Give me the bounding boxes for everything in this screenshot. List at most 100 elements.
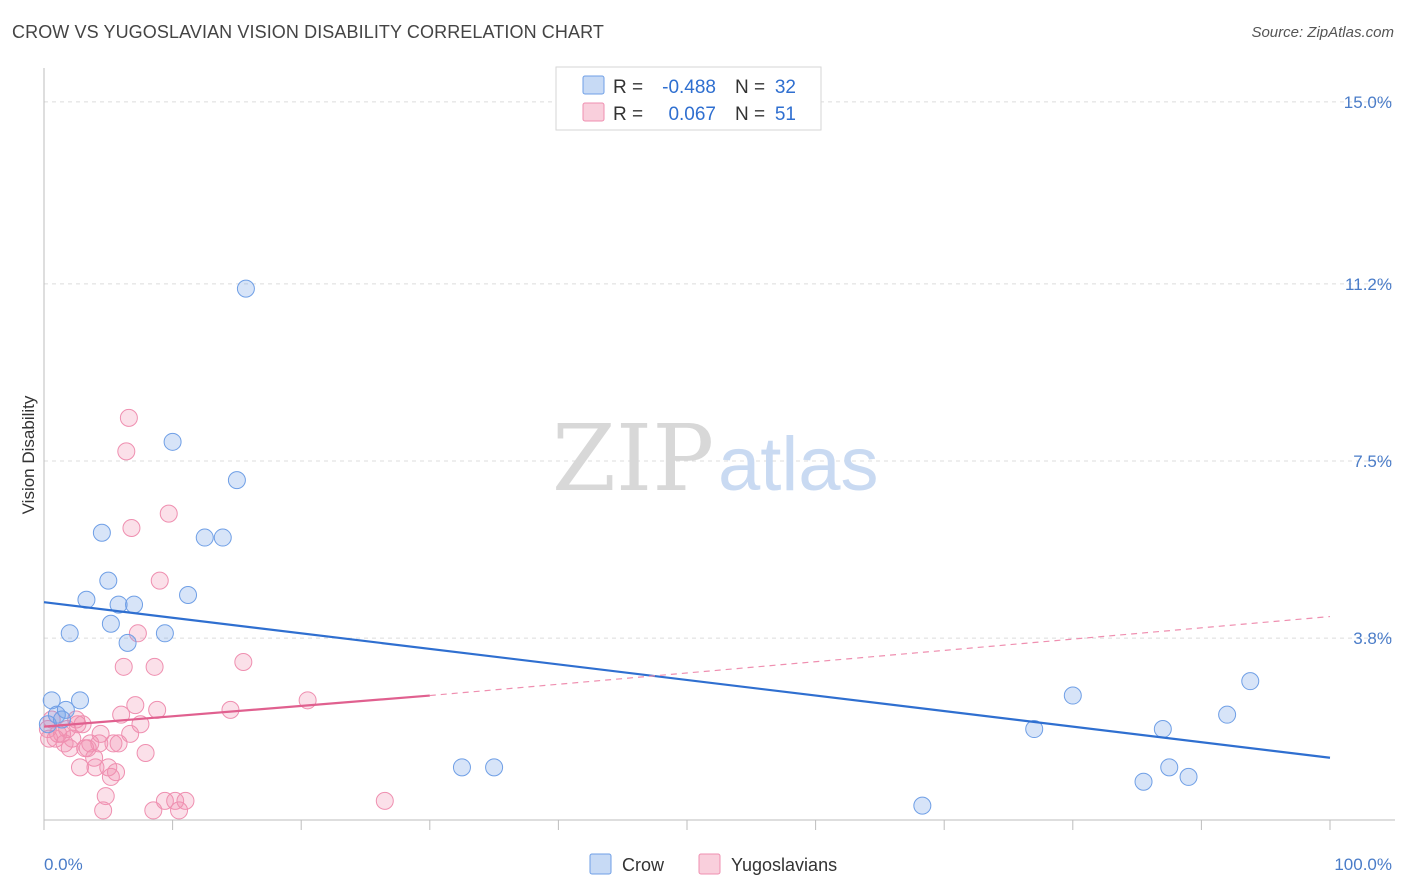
point-yugoslavians-20 [91,724,110,743]
point-yugoslavians-34 [126,696,145,715]
legend-swatch-crow [582,75,605,95]
y-tick-label-3: 15.0% [1344,93,1392,112]
point-yugoslavians-29 [114,657,133,676]
watermark-zip: ZIP [552,405,714,512]
series-legend-label-crow: Crow [622,855,665,875]
point-crow-29 [1218,705,1237,724]
point-crow-2 [53,710,72,729]
point-crow-0 [38,715,57,734]
point-yugoslavians-46 [176,791,195,810]
chart-title: CROW VS YUGOSLAVIAN VISION DISABILITY CO… [12,22,604,42]
legend-n-label-yugoslavians: N = [735,104,765,125]
legend-r-value-crow: -0.488 [662,77,716,98]
point-crow-31 [47,705,66,724]
point-crow-15 [179,586,198,605]
trend-line-yugoslavians [43,694,430,728]
series-legend-label-yugoslavians: Yugoslavians [731,855,837,875]
point-yugoslavians-41 [150,571,169,590]
point-yugoslavians-25 [104,734,123,753]
point-crow-18 [227,471,246,490]
point-yugoslavians-31 [119,408,138,427]
trend-line-crow [43,601,1331,759]
point-crow-27 [1160,758,1179,777]
point-crow-4 [60,624,79,643]
point-crow-9 [101,614,120,633]
point-crow-3 [56,700,75,719]
legend-n-label-crow: N = [735,77,765,98]
point-crow-25 [1134,772,1153,791]
point-crow-28 [1179,767,1198,786]
y-axis-label: Vision Disability [19,395,38,514]
point-yugoslavians-21 [94,801,113,820]
point-yugoslavians-42 [155,791,174,810]
point-yugoslavians-26 [107,763,126,782]
point-yugoslavians-47 [221,700,240,719]
point-crow-11 [118,633,137,652]
point-crow-14 [163,432,182,451]
point-yugoslavians-40 [148,700,167,719]
legend-n-value-crow: 32 [775,77,796,98]
point-yugoslavians-50 [375,791,394,810]
point-yugoslavians-22 [96,787,115,806]
point-yugoslavians-44 [166,791,185,810]
point-crow-13 [155,624,174,643]
point-crow-12 [125,595,144,614]
point-crow-10 [109,595,128,614]
legend-n-value-yugoslavians: 51 [775,104,796,125]
point-crow-19 [236,279,255,298]
point-yugoslavians-37 [136,743,155,762]
series-legend-swatch-yugoslavians [698,853,721,875]
point-yugoslavians-27 [109,734,128,753]
point-yugoslavians-39 [145,657,164,676]
point-crow-23 [1025,720,1044,739]
point-yugoslavians-17 [85,748,104,767]
watermark-atlas: atlas [718,422,879,507]
trend-lines [43,601,1331,759]
legend-r-label-yugoslavians: R = [613,104,643,125]
point-crow-7 [92,523,111,542]
source-label: Source: ZipAtlas.com [1251,24,1394,41]
point-crow-1 [42,691,61,710]
legend-r-value-yugoslavians: 0.067 [668,104,716,125]
axes [43,68,1395,830]
point-crow-24 [1063,686,1082,705]
y-tick-label-2: 11.2% [1345,275,1392,294]
point-yugoslavians-24 [101,767,120,786]
point-yugoslavians-0 [38,720,57,739]
point-crow-17 [213,528,232,547]
point-yugoslavians-33 [122,518,141,537]
y-tick-labels: 3.8% 7.5% 11.2% 15.0% [1344,93,1392,648]
point-yugoslavians-19 [90,734,109,753]
correlation-legend: R = -0.488 N = 32 R = 0.067 N = 51 [555,66,822,131]
point-crow-30 [1241,672,1260,691]
point-yugoslavians-15 [78,739,97,758]
point-yugoslavians-28 [112,705,131,724]
point-crow-20 [452,758,471,777]
legend-r-label-crow: R = [613,77,643,98]
x-tick-label-max: 100.0% [1334,855,1392,874]
legend-swatch-yugoslavians [582,102,605,122]
point-crow-21 [485,758,504,777]
series-legend: Crow Yugoslavians [589,853,837,875]
watermark: ZIP atlas [552,405,879,512]
point-yugoslavians-43 [159,504,178,523]
point-yugoslavians-9 [63,729,82,748]
point-yugoslavians-18 [86,758,105,777]
point-crow-5 [71,691,90,710]
y-tick-label-1: 7.5% [1353,452,1392,471]
series-legend-swatch-crow [589,853,612,875]
point-crow-22 [913,796,932,815]
x-tick-label-min: 0.0% [44,855,83,874]
grid [44,101,1395,639]
data-points [38,279,1260,820]
point-yugoslavians-48 [234,653,253,672]
point-yugoslavians-12 [71,758,90,777]
point-yugoslavians-38 [144,801,163,820]
point-yugoslavians-45 [170,801,189,820]
point-crow-26 [1153,720,1172,739]
point-crow-16 [195,528,214,547]
point-yugoslavians-30 [117,442,136,461]
trend-line-yugoslavians-extension [429,615,1331,697]
point-crow-8 [99,571,118,590]
